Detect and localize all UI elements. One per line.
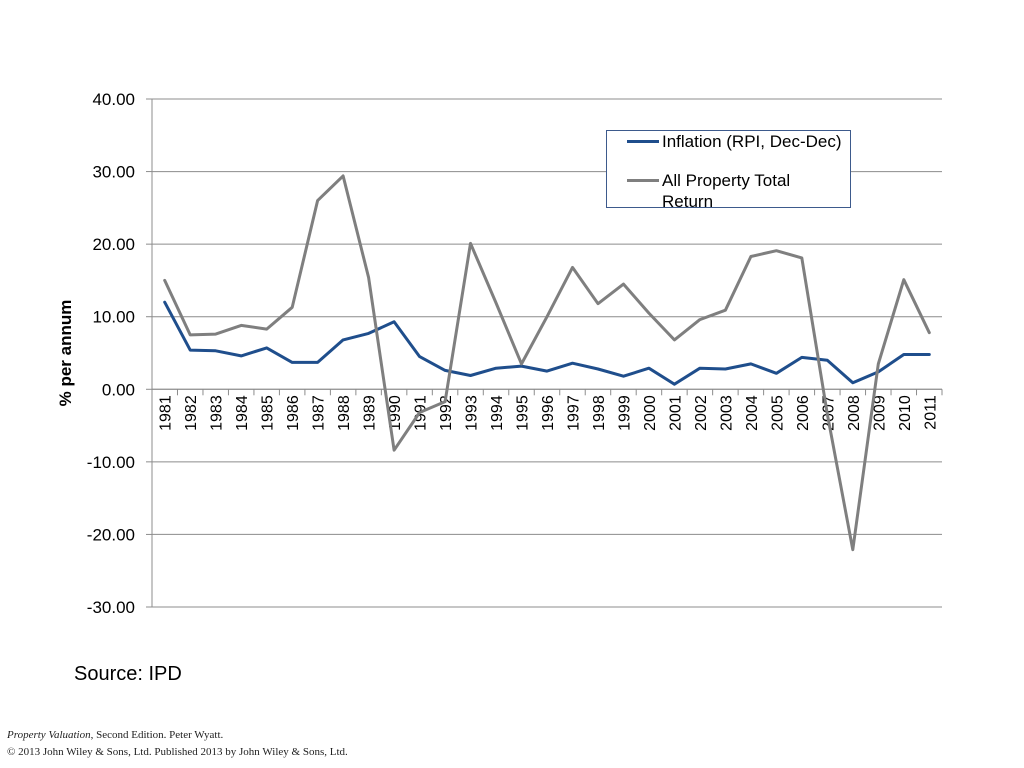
x-tick-label: 1993 (464, 395, 481, 431)
x-tick-label: 1981 (158, 395, 175, 431)
x-tick-label: 2008 (846, 395, 863, 431)
x-axis-ticks: 1981 1982 1983 1984 1985 1986 1987 1988 1989 1990… (158, 395, 940, 431)
x-tick-label: 2000 (642, 395, 659, 431)
footer-edition: , Second Edition. Peter Wyatt. (90, 729, 224, 741)
x-tick-label: 1999 (616, 395, 633, 431)
source-note: Source: IPD (74, 663, 182, 685)
x-tick-label: 2005 (769, 395, 786, 431)
y-tick-label: 20.00 (92, 235, 135, 254)
x-tick-label: 2009 (871, 395, 888, 431)
x-tick-label: 1996 (540, 395, 557, 431)
series-line-0 (163, 300, 931, 386)
y-tick-label: 10.00 (92, 308, 135, 327)
y-tick-label: 0.00 (102, 380, 135, 399)
x-tick-label: 1982 (183, 395, 200, 431)
x-tick-label: 1998 (591, 395, 608, 431)
x-tick-label: 2002 (693, 395, 710, 431)
y-axis-ticks: 40.00 30.00 20.00 10.00 0.00 -10.00 -20.00 -30.… (87, 90, 135, 617)
y-tick-label: -20.00 (87, 525, 135, 544)
copyright-footer: Property Valuation, Second Edition. Pete… (7, 727, 348, 761)
x-tick-label: 2011 (922, 395, 939, 430)
footer-line-1: Property Valuation, Second Edition. Pete… (7, 727, 348, 744)
x-tick-label: 1989 (362, 395, 379, 431)
x-tick-label: 2001 (667, 395, 684, 431)
x-tick-label: 1997 (565, 395, 582, 431)
series-line-1 (163, 174, 931, 552)
y-tick-label: -30.00 (87, 598, 135, 617)
x-tick-label: 2006 (795, 395, 812, 431)
x-tick-label: 1987 (311, 395, 328, 431)
x-tick-label: 2010 (897, 395, 914, 431)
x-tick-label: 2004 (744, 395, 761, 431)
legend-label-inflation: Inflation (RPI, Dec-Dec) (662, 132, 842, 151)
x-tick-label: 1983 (209, 395, 226, 431)
axes (146, 98, 943, 608)
chart-legend: Inflation (RPI, Dec-Dec) All Property To… (606, 130, 851, 211)
y-tick-label: -10.00 (87, 453, 135, 472)
footer-line-2: © 2013 John Wiley & Sons, Ltd. Published… (7, 746, 348, 758)
x-tick-label: 1988 (336, 395, 353, 431)
x-tick-label: 1984 (234, 395, 251, 431)
legend-swatch-property-return (627, 179, 659, 182)
book-title: Property Valuation (7, 729, 91, 741)
y-tick-label: 40.00 (92, 90, 135, 109)
y-tick-label: 30.00 (92, 163, 135, 182)
y-axis-label: % per annum (56, 300, 75, 407)
legend-label-property-return: All Property Total Return (662, 171, 791, 211)
x-tick-label: 2003 (718, 395, 735, 431)
legend-swatch-inflation (627, 140, 659, 143)
series-lines (163, 174, 931, 552)
x-tick-label: 1986 (285, 395, 302, 431)
x-tick-label: 1995 (515, 395, 532, 431)
x-tick-label: 1994 (489, 395, 506, 431)
x-tick-label: 1985 (260, 395, 277, 431)
